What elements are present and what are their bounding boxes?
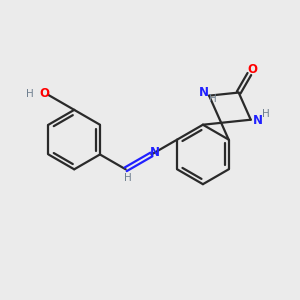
Text: H: H <box>26 88 34 98</box>
Text: N: N <box>253 114 263 127</box>
Text: N: N <box>199 86 209 99</box>
Text: H: H <box>262 109 270 119</box>
Text: H: H <box>208 94 216 104</box>
Text: H: H <box>124 172 132 183</box>
Text: O: O <box>247 63 257 76</box>
Text: O: O <box>40 87 50 100</box>
Text: N: N <box>150 146 160 160</box>
